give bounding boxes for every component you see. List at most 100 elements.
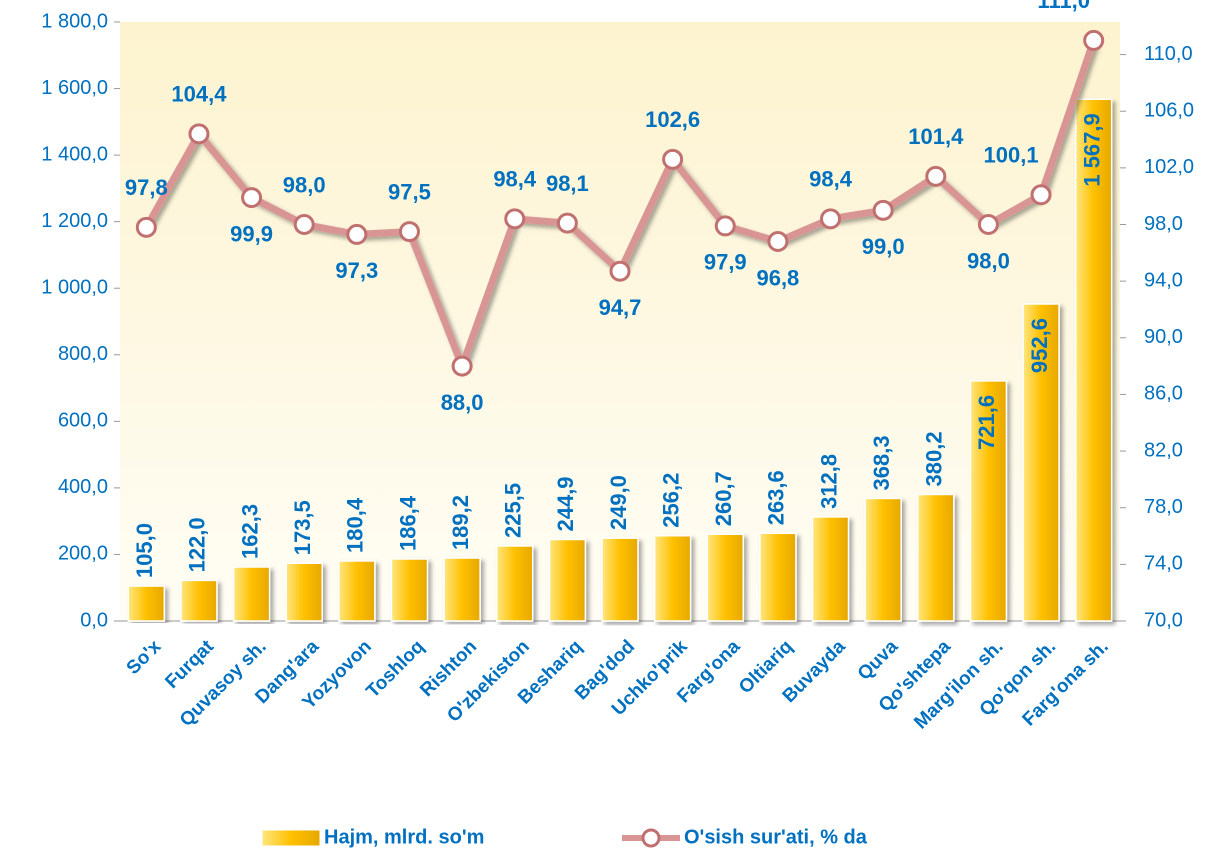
line-value-label: 98,0: [283, 172, 326, 197]
bar-value-label: 256,2: [658, 473, 683, 528]
bar-value-label: 244,9: [553, 476, 578, 531]
line-value-label: 99,9: [230, 221, 273, 246]
line-value-label: 100,1: [984, 143, 1039, 168]
y2-tick-label: 98,0: [1144, 213, 1183, 235]
line-value-label: 111,0: [1037, 0, 1090, 13]
legend-label: O'sish sur'ati, % da: [684, 826, 868, 848]
bar: [1022, 303, 1060, 622]
bar-value-label: 186,4: [395, 495, 420, 551]
bar: [864, 497, 902, 622]
line-value-label: 104,4: [171, 82, 227, 107]
line-value-label: 97,3: [335, 258, 378, 283]
line-value-label: 102,6: [645, 107, 700, 132]
legend-swatch: [261, 829, 321, 847]
x-tick-label: Quva: [854, 636, 903, 685]
line-value-label: 101,4: [908, 124, 964, 149]
bar: [917, 493, 955, 622]
bar-value-label: 122,0: [185, 517, 210, 572]
bar: [232, 566, 271, 622]
y-tick-label: 400,0: [58, 476, 108, 498]
bar-value-label: 260,7: [711, 471, 736, 526]
x-tick-label: So'x: [123, 636, 166, 679]
line-marker: [977, 213, 999, 235]
line-marker: [293, 213, 315, 235]
line-value-label: 98,0: [967, 248, 1010, 273]
bar: [285, 562, 323, 622]
line-value-label: 88,0: [441, 390, 484, 415]
line-marker: [1083, 29, 1105, 51]
line-marker: [556, 212, 578, 234]
y-tick-label: 0,0: [80, 609, 108, 631]
line-value-label: 96,8: [756, 265, 799, 290]
line-marker: [872, 199, 894, 221]
line-marker: [1030, 184, 1052, 206]
y2-tick-label: 82,0: [1144, 439, 1183, 461]
bar-value-label: 180,4: [343, 497, 368, 553]
y-tick-label: 200,0: [58, 543, 108, 565]
bar-value-label: 173,5: [290, 500, 315, 555]
line-marker: [135, 216, 157, 238]
line-marker: [714, 215, 736, 237]
line-marker: [609, 260, 631, 282]
legend-label: Hajm, mlrd. so'm: [324, 826, 484, 848]
line-marker: [820, 208, 842, 230]
bar: [127, 585, 166, 622]
bar-value-label: 225,5: [501, 483, 526, 538]
bar: [180, 579, 218, 622]
line-marker: [451, 355, 473, 377]
y-tick-label: 1 600,0: [41, 77, 108, 99]
bar: [811, 516, 850, 622]
legend-marker: [641, 828, 661, 848]
line-marker: [188, 123, 210, 145]
line-marker: [346, 223, 368, 245]
line-value-label: 98,1: [546, 171, 589, 196]
bar: [390, 558, 429, 622]
y-tick-label: 1 800,0: [41, 10, 108, 32]
line-marker: [398, 221, 420, 243]
y2-tick-label: 110,0: [1144, 43, 1193, 65]
line-marker: [241, 187, 263, 209]
line-value-label: 99,0: [862, 234, 905, 259]
bar: [495, 545, 534, 622]
line-value-label: 97,9: [704, 250, 747, 275]
y2-tick-label: 86,0: [1144, 383, 1183, 405]
bar-value-label: 368,3: [869, 435, 894, 490]
line-marker: [504, 208, 526, 230]
bar-value-label: 189,2: [448, 495, 473, 550]
bar-value-label: 380,2: [922, 431, 947, 486]
x-tick-label: Toshloq: [362, 636, 428, 702]
y2-tick-label: 78,0: [1144, 496, 1183, 518]
line-value-label: 98,4: [493, 167, 537, 192]
line-value-label: 97,5: [388, 179, 431, 204]
bar: [548, 538, 587, 622]
bar: [338, 560, 376, 622]
bar: [653, 534, 692, 622]
bar: [1074, 98, 1113, 622]
line-value-label: 94,7: [599, 295, 642, 320]
y-tick-label: 800,0: [58, 343, 108, 365]
bar-value-label: 263,6: [764, 470, 789, 525]
y2-tick-label: 94,0: [1144, 269, 1183, 291]
line-marker: [662, 148, 684, 170]
bar: [443, 557, 481, 622]
bar-value-label: 1 567,9: [1079, 113, 1104, 186]
bar-value-label: 312,8: [816, 454, 841, 509]
y2-tick-label: 70,0: [1144, 609, 1183, 631]
bar: [759, 532, 797, 622]
bar-value-label: 249,0: [606, 475, 631, 530]
y2-tick-label: 106,0: [1144, 99, 1194, 121]
y-tick-label: 1 000,0: [41, 277, 108, 299]
line-marker: [767, 230, 789, 252]
bar: [969, 380, 1008, 622]
line-value-label: 97,8: [125, 175, 168, 200]
bar-value-label: 721,6: [974, 395, 999, 450]
bar: [601, 537, 639, 622]
line-value-label: 98,4: [809, 167, 853, 192]
bar-value-label: 105,0: [132, 523, 157, 578]
y2-tick-label: 102,0: [1144, 156, 1194, 178]
y-tick-label: 600,0: [58, 410, 108, 432]
line-marker: [925, 165, 947, 187]
y2-tick-label: 90,0: [1144, 326, 1183, 348]
y2-tick-label: 74,0: [1144, 553, 1183, 575]
